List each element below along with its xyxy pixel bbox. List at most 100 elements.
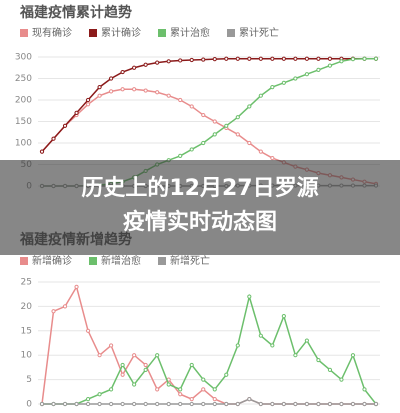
- data-point: [178, 58, 183, 63]
- data-point: [281, 401, 286, 407]
- data-point: [304, 338, 309, 343]
- legend-swatch: [20, 257, 28, 265]
- data-point: [97, 392, 102, 397]
- data-point: [132, 65, 137, 70]
- data-point: [166, 382, 171, 387]
- series-line: [42, 293, 377, 405]
- data-point: [201, 57, 206, 62]
- data-point: [132, 401, 137, 407]
- data-point: [293, 56, 298, 61]
- overlay-band: [0, 160, 400, 255]
- data-point: [270, 56, 275, 61]
- series-line: [41, 57, 376, 153]
- legend-swatch: [89, 29, 97, 37]
- data-point: [247, 56, 252, 61]
- data-point: [155, 60, 160, 65]
- data-point: [258, 93, 263, 98]
- data-point: [39, 149, 45, 154]
- data-point: [120, 87, 125, 92]
- y-tick-label: 250: [15, 74, 32, 84]
- data-point: [247, 104, 252, 109]
- data-point: [327, 401, 333, 407]
- y-tick-label: 20: [21, 302, 33, 312]
- data-point: [189, 104, 194, 109]
- data-point: [304, 56, 309, 61]
- data-point: [201, 387, 206, 392]
- data-point: [258, 401, 263, 407]
- legend-swatch: [89, 257, 97, 265]
- data-point: [178, 97, 183, 103]
- data-point: [373, 401, 379, 407]
- data-point: [304, 72, 309, 77]
- data-point: [201, 140, 206, 146]
- y-tick-label: 300: [15, 53, 32, 63]
- data-point: [327, 367, 333, 372]
- data-point: [51, 401, 56, 407]
- data-point: [120, 69, 125, 75]
- data-point: [39, 401, 45, 407]
- data-point: [62, 304, 68, 309]
- data-point: [235, 56, 240, 61]
- data-point: [235, 343, 240, 348]
- data-point: [293, 353, 298, 358]
- data-point: [97, 353, 102, 358]
- data-point: [85, 97, 91, 103]
- data-point: [74, 110, 79, 116]
- data-point: [201, 377, 206, 382]
- data-point: [97, 401, 102, 407]
- data-point: [212, 401, 217, 407]
- data-point: [178, 387, 183, 392]
- data-point: [62, 123, 68, 128]
- y-tick-label: 150: [15, 117, 32, 127]
- data-point: [85, 328, 91, 333]
- data-point: [132, 87, 137, 92]
- data-point: [178, 153, 183, 158]
- data-point: [281, 314, 286, 319]
- data-point: [270, 155, 275, 161]
- data-point: [201, 401, 206, 407]
- y-tick-label: 5: [26, 375, 32, 385]
- legend-label: 累计死亡: [239, 26, 279, 39]
- data-point: [212, 132, 217, 137]
- y-tick-label: 25: [21, 278, 32, 288]
- y-tick-label: 15: [21, 326, 32, 336]
- y-tick-label: 0: [26, 400, 32, 410]
- legend-swatch: [158, 257, 166, 265]
- data-point: [316, 357, 321, 363]
- overlay-title: 历史上的12月27日罗源: [81, 175, 318, 201]
- data-point: [189, 362, 194, 368]
- data-point: [109, 343, 114, 348]
- data-point: [189, 401, 194, 407]
- data-point: [109, 401, 114, 407]
- chart-title: 福建疫情累计趋势: [19, 4, 132, 21]
- data-point: [51, 136, 56, 141]
- data-point: [74, 284, 79, 289]
- data-point: [350, 57, 356, 62]
- data-point: [85, 401, 91, 407]
- y-tick-label: 200: [15, 96, 32, 106]
- data-point: [316, 56, 321, 61]
- data-point: [155, 353, 160, 358]
- data-point: [281, 56, 286, 61]
- data-point: [212, 119, 217, 124]
- data-point: [258, 149, 263, 154]
- data-point: [327, 63, 333, 68]
- overlay-title: 疫情实时动态图: [123, 209, 277, 235]
- series-line: [42, 398, 376, 405]
- data-point: [339, 59, 344, 64]
- data-point: [270, 401, 275, 407]
- data-point: [189, 397, 194, 402]
- data-point: [120, 362, 125, 368]
- data-point: [270, 85, 275, 90]
- data-point: [316, 401, 321, 407]
- legend-swatch: [158, 29, 166, 37]
- data-point: [235, 115, 240, 120]
- data-point: [350, 353, 356, 358]
- data-point: [155, 90, 160, 95]
- data-point: [247, 140, 252, 146]
- data-point: [178, 392, 183, 397]
- data-point: [373, 56, 379, 61]
- data-point: [235, 132, 240, 137]
- data-point: [362, 56, 367, 61]
- data-point: [212, 387, 217, 392]
